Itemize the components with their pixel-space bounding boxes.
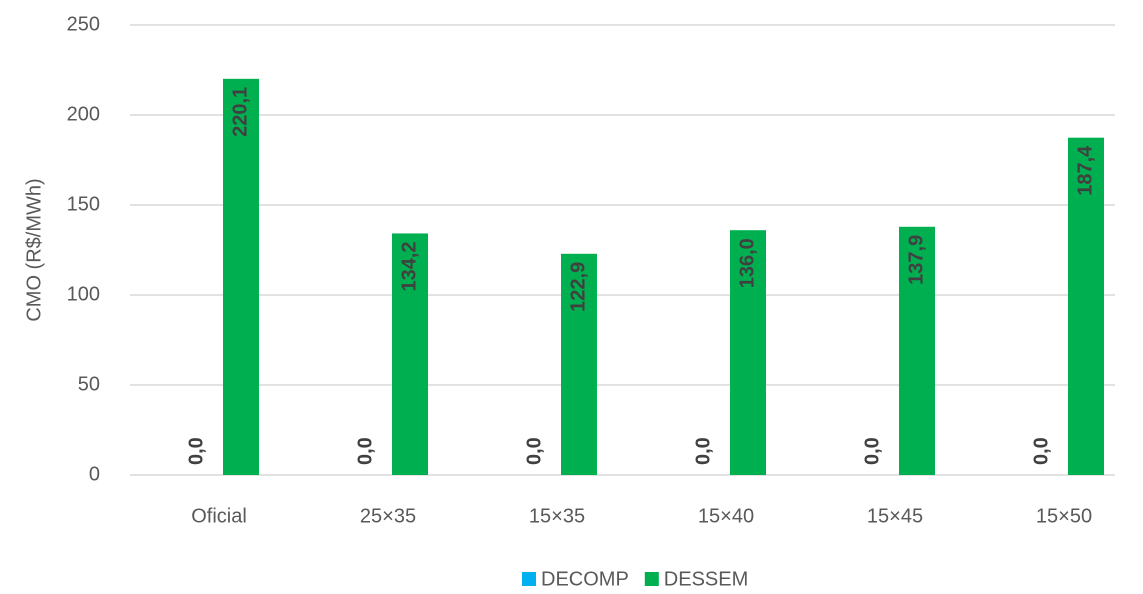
- bar: [899, 226, 935, 475]
- value-label: 220,1: [229, 87, 251, 137]
- x-tick-label: Oficial: [191, 505, 247, 527]
- y-tick-label: 250: [67, 13, 100, 35]
- y-tick-label: 100: [67, 283, 100, 305]
- legend-label: DECOMP: [541, 568, 629, 590]
- y-tick-label: 0: [89, 463, 100, 485]
- value-label: 137,9: [905, 235, 927, 285]
- x-tick-label: 15×45: [867, 505, 923, 527]
- value-label: 122,9: [567, 262, 589, 312]
- x-tick-label: 15×35: [529, 505, 585, 527]
- legend-label: DESSEM: [664, 568, 748, 590]
- value-label: 0,0: [354, 437, 376, 465]
- value-label: 0,0: [861, 437, 883, 465]
- value-label: 0,0: [185, 437, 207, 465]
- legend-swatch: [644, 572, 659, 586]
- bar: [730, 230, 766, 475]
- value-label: 187,4: [1074, 145, 1096, 196]
- x-tick-label: 15×50: [1036, 505, 1092, 527]
- y-axis-label: CMO (R$/MWh): [23, 178, 45, 321]
- x-tick-label: 15×40: [698, 505, 754, 527]
- bar: [561, 253, 597, 475]
- value-label: 0,0: [523, 437, 545, 465]
- y-tick-label: 200: [67, 103, 100, 125]
- bar: [223, 78, 259, 475]
- bar: [392, 233, 428, 475]
- legend-swatch: [522, 572, 536, 586]
- value-label: 0,0: [1030, 437, 1052, 465]
- value-label: 136,0: [736, 238, 758, 288]
- bar: [1068, 137, 1104, 475]
- y-tick-label: 50: [78, 373, 100, 395]
- value-label: 134,2: [398, 241, 420, 291]
- value-label: 0,0: [692, 437, 714, 465]
- x-tick-label: 25×35: [360, 505, 416, 527]
- y-tick-label: 150: [67, 193, 100, 215]
